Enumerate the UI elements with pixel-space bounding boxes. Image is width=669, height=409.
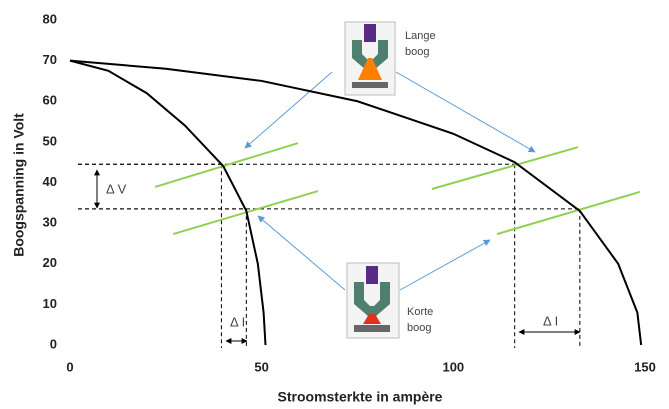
y-tick-label: 50 <box>43 133 57 148</box>
arc-line <box>172 190 319 236</box>
torch-icon-short <box>346 262 400 339</box>
x-tick-label: 150 <box>634 359 656 374</box>
line <box>69 59 643 346</box>
arc-line <box>154 142 299 188</box>
y-tick-label: 20 <box>43 255 57 270</box>
x-tick-label: 100 <box>442 359 464 374</box>
delta-arrows <box>94 169 581 344</box>
y-tick-label: 0 <box>50 336 57 351</box>
annotation: Korte <box>407 306 433 318</box>
arc-line <box>496 190 641 236</box>
annotation: Δ I <box>230 314 245 329</box>
annotation: Lange <box>405 30 436 42</box>
annotation: Δ I <box>543 313 558 328</box>
x-tick-label: 50 <box>254 359 268 374</box>
annotation: boog <box>407 322 431 334</box>
y-tick-label: 40 <box>43 174 57 189</box>
x-tick-label: 0 <box>66 359 73 374</box>
y-tick-label: 60 <box>43 93 57 108</box>
line <box>69 59 267 346</box>
y-tick-label: 30 <box>43 215 57 230</box>
y-tick-label: 80 <box>43 11 57 26</box>
y-tick-label: 10 <box>43 296 57 311</box>
x-axis-label: Stroomsterkte in ampère <box>278 389 443 405</box>
y-tick-label: 70 <box>43 52 57 67</box>
annotation: boog <box>405 46 429 58</box>
y-axis-label: Boogspanning in Volt <box>11 113 27 257</box>
torch-icon-long <box>344 21 396 96</box>
annotation: Δ V <box>106 181 127 196</box>
arc-line <box>431 146 579 190</box>
pointer-arrows <box>244 71 536 291</box>
